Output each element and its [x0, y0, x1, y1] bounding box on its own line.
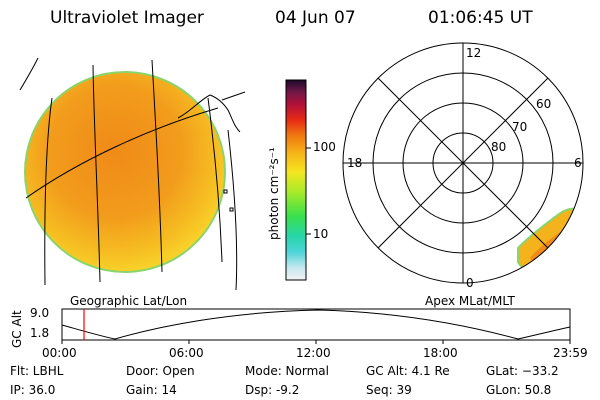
meridian-line	[151, 59, 163, 273]
mlt-label-18: 18	[347, 156, 363, 170]
instrument-title: Ultraviolet Imager	[50, 8, 204, 28]
meridian-line	[92, 64, 101, 283]
altitude-frame	[61, 308, 571, 341]
colorbar-tick-10: 10	[313, 227, 329, 241]
geo-caption: Geographic Lat/Lon	[70, 294, 188, 308]
polar-caption: Apex MLat/MLT	[425, 294, 515, 308]
time-label: 01:06:45 UT	[428, 8, 533, 28]
gc-alt-info: GC Alt: 4.1 Re	[366, 364, 450, 378]
mlt-label-0: 0	[466, 276, 474, 290]
mlt-diagonal	[377, 77, 549, 249]
coastline	[221, 91, 246, 101]
polar-plot	[342, 42, 584, 284]
mlat-label-80: 80	[491, 140, 507, 154]
earth-disk	[24, 71, 226, 273]
site-marker	[223, 189, 228, 194]
seq-info: Seq: 39	[366, 383, 412, 397]
altitude-ytick-low: 1.8	[30, 326, 50, 340]
xtick-1800: 18:00	[423, 346, 458, 360]
site-marker	[229, 207, 234, 212]
mlt-label-6: 6	[574, 156, 582, 170]
colorbar-units: photon cm⁻²s⁻¹	[267, 147, 281, 240]
altitude-curve	[61, 309, 571, 340]
mode-info: Mode: Normal	[245, 364, 329, 378]
meridian-line	[207, 97, 223, 263]
altitude-ylabel: GC Alt	[10, 310, 24, 348]
altitude-ytick-high: 9.0	[30, 306, 50, 320]
date-label: 04 Jun 07	[275, 8, 356, 28]
colorbar-scale	[285, 79, 307, 281]
xtick-0000: 00:00	[42, 346, 77, 360]
mlt-label-12: 12	[466, 46, 482, 60]
parallel-line	[25, 107, 219, 199]
mlat-label-60: 60	[536, 97, 552, 111]
geo-earth-image	[19, 57, 246, 291]
filter-info: Flt: LBHL	[10, 364, 64, 378]
altitude-plot	[61, 308, 571, 344]
meridian-line	[44, 97, 53, 286]
xtick-0600: 06:00	[169, 346, 204, 360]
xtick-2359: 23:59	[553, 346, 588, 360]
ip-info: IP: 36.0	[10, 383, 56, 397]
glat-info: GLat: −33.2	[486, 364, 559, 378]
coastline	[177, 94, 241, 133]
door-info: Door: Open	[126, 364, 195, 378]
auroral-oval-core	[530, 232, 563, 263]
gain-info: Gain: 14	[126, 383, 177, 397]
mlat-label-70: 70	[512, 120, 528, 134]
dsp-info: Dsp: -9.2	[245, 383, 300, 397]
glon-info: GLon: 50.8	[486, 383, 552, 397]
colorbar	[285, 79, 311, 281]
meridian-line	[227, 129, 238, 291]
xtick-1200: 12:00	[296, 346, 331, 360]
outer-arc	[19, 57, 39, 91]
colorbar-tick-100: 100	[313, 140, 336, 154]
